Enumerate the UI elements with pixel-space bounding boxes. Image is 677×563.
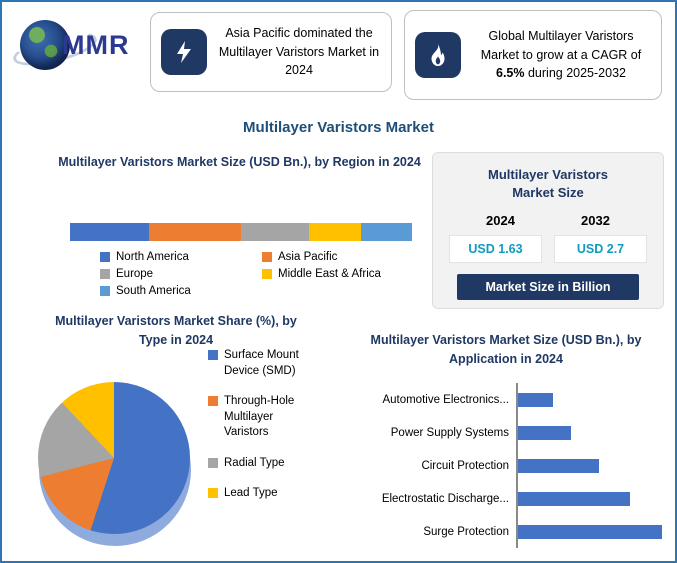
application-row: Electrostatic Discharge...: [368, 482, 662, 515]
legend-swatch: [100, 252, 110, 262]
year-2024: 2024: [486, 213, 515, 229]
legend-item-europe: Europe: [100, 268, 262, 280]
flame-icon: [415, 32, 461, 78]
legend-label: Middle East & Africa: [278, 268, 381, 280]
legend-swatch: [208, 396, 218, 407]
region-chart-title: Multilayer Varistors Market Size (USD Bn…: [58, 155, 421, 169]
callout-cagr-highlight: 6.5%: [496, 66, 525, 81]
legend-item-through-hole: Through-Hole Multilayer Varistors: [208, 394, 320, 441]
legend-swatch: [262, 269, 272, 279]
region-stacked-bar: [70, 223, 412, 241]
legend-item-south-america: South America: [100, 285, 262, 297]
market-size-years: 2024 2032: [433, 213, 663, 228]
legend-swatch: [208, 457, 218, 468]
region-legend: North America Asia Pacific Europe Middle…: [100, 251, 410, 297]
type-pie-chart: [38, 382, 202, 550]
callout-cagr-prefix: Global Multilayer Varistors Market to gr…: [480, 28, 642, 62]
region-segment-middle-east-africa: [309, 223, 361, 241]
bar-surge-protection: [518, 524, 662, 539]
logo-text: MMR: [62, 30, 130, 60]
bar-track: [516, 482, 662, 515]
legend-item-asia-pacific: Asia Pacific: [262, 251, 410, 263]
region-segment-asia-pacific: [148, 223, 241, 241]
application-row: Circuit Protection: [368, 449, 662, 482]
callout-asia-pacific: Asia Pacific dominated the Multilayer Va…: [150, 12, 392, 92]
application-row: Automotive Electronics...: [368, 383, 662, 416]
application-row: Surge Protection: [368, 515, 662, 548]
value-2024: USD 1.63: [449, 235, 542, 264]
legend-label: North America: [116, 251, 189, 263]
legend-label: Surface Mount Device (SMD): [224, 349, 299, 377]
type-pie: [38, 382, 190, 534]
legend-swatch: [100, 269, 110, 279]
legend-label: Through-Hole Multilayer Varistors: [224, 395, 295, 439]
callout-cagr-suffix: during 2025-2032: [524, 66, 626, 81]
legend-label: Radial Type: [224, 456, 285, 469]
bar-track: [516, 383, 662, 416]
legend-swatch: [262, 252, 272, 262]
market-size-values: USD 1.63 USD 2.7: [433, 235, 663, 264]
legend-swatch: [208, 350, 218, 360]
legend-label: Lead Type: [224, 487, 278, 500]
legend-item-middle-east-africa: Middle East & Africa: [262, 268, 410, 280]
bar-label: Electrostatic Discharge...: [381, 492, 509, 505]
market-size-panel-title: Multilayer Varistors Market Size: [488, 167, 608, 201]
lightning-icon: [161, 29, 207, 75]
legend-swatch: [100, 286, 110, 296]
legend-item-radial-type: Radial Type: [208, 456, 320, 472]
globe-icon: [20, 20, 70, 70]
legend-item-lead-type: Lead Type: [208, 486, 320, 502]
type-legend: Surface Mount Device (SMD) Through-Hole …: [208, 348, 320, 502]
bar-electrostatic-discharge: [518, 491, 631, 506]
region-segment-north-america: [70, 223, 149, 241]
application-row: Power Supply Systems: [368, 416, 662, 449]
mmr-logo: MMR: [10, 14, 144, 78]
type-chart-title: Multilayer Varistors Market Share (%), b…: [55, 314, 297, 347]
region-segment-south-america: [360, 223, 412, 241]
market-size-unit-badge: Market Size in Billion: [457, 274, 639, 301]
callout-cagr: Global Multilayer Varistors Market to gr…: [404, 10, 662, 100]
legend-swatch: [208, 488, 218, 499]
callout-asia-pacific-text: Asia Pacific dominated the Multilayer Va…: [218, 25, 380, 78]
bar-label: Automotive Electronics...: [382, 393, 509, 406]
year-2032: 2032: [581, 213, 610, 229]
bar-label: Circuit Protection: [421, 459, 509, 472]
page-title: Multilayer Varistors Market: [243, 119, 434, 136]
bar-label: Power Supply Systems: [390, 426, 509, 439]
bar-automotive-electronics: [518, 392, 553, 407]
legend-label: Europe: [116, 268, 154, 280]
legend-label: South America: [116, 285, 191, 297]
bar-track: [516, 416, 662, 449]
bar-power-supply-systems: [518, 425, 572, 440]
value-2032: USD 2.7: [554, 235, 647, 264]
region-segment-europe: [241, 223, 310, 241]
market-size-panel: Multilayer Varistors Market Size 2024 20…: [432, 152, 664, 309]
legend-label: Asia Pacific: [278, 251, 338, 263]
bar-track: [516, 515, 662, 548]
bar-label: Surge Protection: [423, 525, 509, 538]
bar-circuit-protection: [518, 458, 599, 473]
application-bar-chart: Automotive Electronics... Power Supply S…: [368, 383, 662, 548]
application-chart-title: Multilayer Varistors Market Size (USD Bn…: [370, 333, 642, 366]
bar-track: [516, 449, 662, 482]
legend-item-north-america: North America: [100, 251, 262, 263]
legend-item-smd: Surface Mount Device (SMD): [208, 348, 320, 379]
callout-cagr-text: Global Multilayer Varistors Market to gr…: [471, 27, 651, 83]
